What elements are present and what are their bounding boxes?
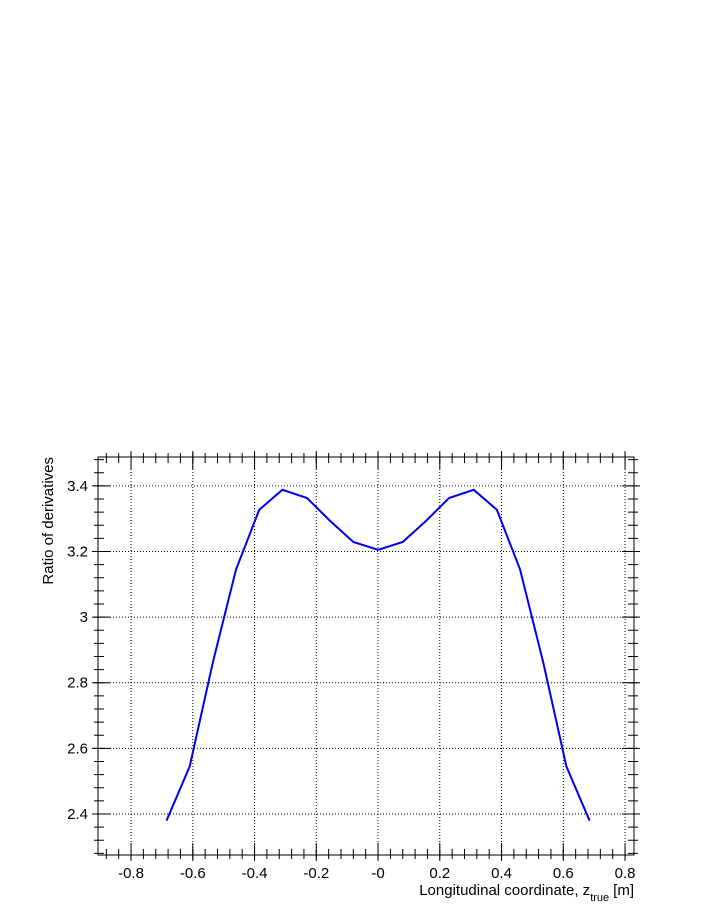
x-tick-label: -0.2 bbox=[303, 865, 329, 882]
x-tick-label: 0.8 bbox=[615, 865, 636, 882]
x-label-unit: [m] bbox=[613, 882, 634, 899]
x-tick-label: 0.4 bbox=[491, 865, 512, 882]
x-tick-label: 0.6 bbox=[553, 865, 574, 882]
y-tick-label: 3.4 bbox=[67, 478, 88, 495]
x-tick-label: -0.6 bbox=[180, 865, 206, 882]
x-tick-label: -0.4 bbox=[242, 865, 268, 882]
y-tick-label: 2.8 bbox=[67, 675, 88, 692]
x-tick-label: 0.2 bbox=[429, 865, 450, 882]
y-tick-label: 2.6 bbox=[67, 740, 88, 757]
x-tick-label: -0 bbox=[371, 865, 384, 882]
x-axis-label: Longitudinal coordinate, ztrue [m] bbox=[419, 882, 634, 904]
y-tick-label: 2.4 bbox=[67, 806, 88, 823]
y-axis-label: Ratio of derivatives bbox=[40, 457, 57, 585]
y-tick-label: 3 bbox=[80, 609, 88, 626]
x-label-main: Longitudinal coordinate, z bbox=[419, 882, 590, 899]
data-line bbox=[165, 488, 591, 821]
y-tick-label: 3.2 bbox=[67, 543, 88, 560]
x-label-subscript: true bbox=[590, 892, 609, 904]
x-tick-label: -0.8 bbox=[118, 865, 144, 882]
